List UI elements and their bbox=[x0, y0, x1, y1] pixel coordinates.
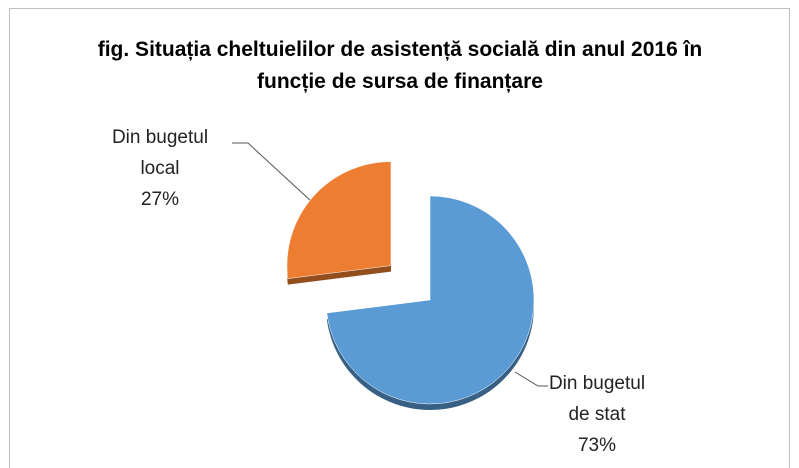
chart-border bbox=[9, 8, 790, 468]
data-label-box: Din bugetul de stat 73% bbox=[527, 368, 667, 461]
slice bbox=[326, 195, 535, 405]
leader-line bbox=[232, 142, 313, 203]
category-label: Din bugetul de stat bbox=[548, 373, 646, 425]
leader-line bbox=[514, 371, 548, 387]
chart-title: fig. Situația cheltuielilor de asistență… bbox=[97, 38, 703, 93]
title-box: fig. Situația cheltuielilor de asistență… bbox=[97, 38, 703, 93]
slice bbox=[286, 161, 392, 279]
value-label: 73% bbox=[577, 435, 617, 456]
value-label: 27% bbox=[140, 189, 180, 210]
category-label: Din bugetul local bbox=[111, 127, 209, 179]
data-label: Din bugetul de stat 73% bbox=[527, 368, 667, 461]
data-label-box: Din bugetul local 27% bbox=[90, 122, 230, 215]
data-label: Din bugetul local 27% bbox=[90, 122, 230, 215]
